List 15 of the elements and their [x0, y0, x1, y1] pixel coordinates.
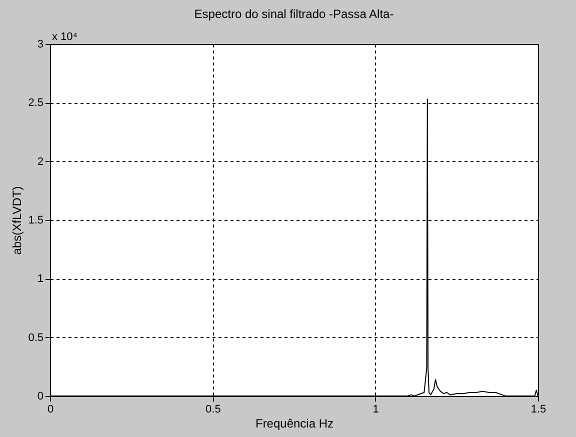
y-tick-label: 0 [37, 390, 44, 402]
y-tick-label: 2.5 [28, 97, 44, 110]
x-tick-label: 1.5 [530, 404, 546, 416]
x-axis-title: Frequência Hz [255, 416, 334, 430]
y-tick-label: 3 [37, 38, 44, 50]
text: x 10⁴ [52, 31, 78, 43]
y-axis-title: abs(XfLVDT) [10, 186, 24, 255]
y-tick-label: 0.5 [28, 332, 44, 344]
chart-title: Espectro do sinal filtrado -Passa Alta- [194, 7, 394, 21]
y-tick-label: 2 [37, 156, 44, 168]
x-tick-label: 0 [47, 404, 54, 416]
y-tick-label: 1.5 [28, 214, 44, 226]
x-tick-label: 0.5 [206, 404, 221, 416]
y-tick-label: 1 [37, 273, 44, 286]
x-tick-label: 1 [372, 404, 379, 416]
